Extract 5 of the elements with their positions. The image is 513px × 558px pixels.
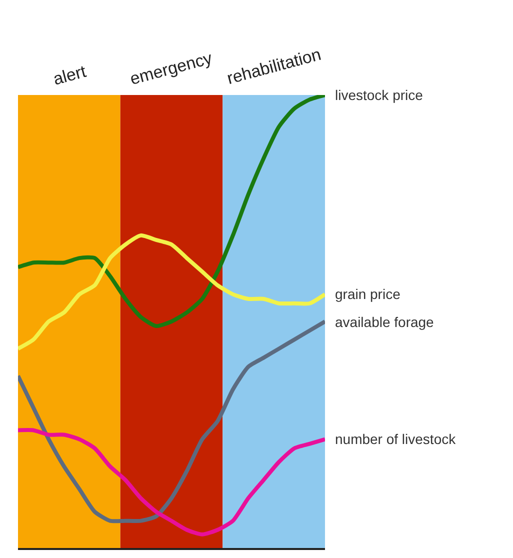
text: alert <box>51 62 88 89</box>
series-label: available forage <box>335 314 434 330</box>
series-label: number of livestock <box>335 431 457 447</box>
series-label: livestock price <box>335 87 424 103</box>
series-label: grain price <box>335 286 401 302</box>
